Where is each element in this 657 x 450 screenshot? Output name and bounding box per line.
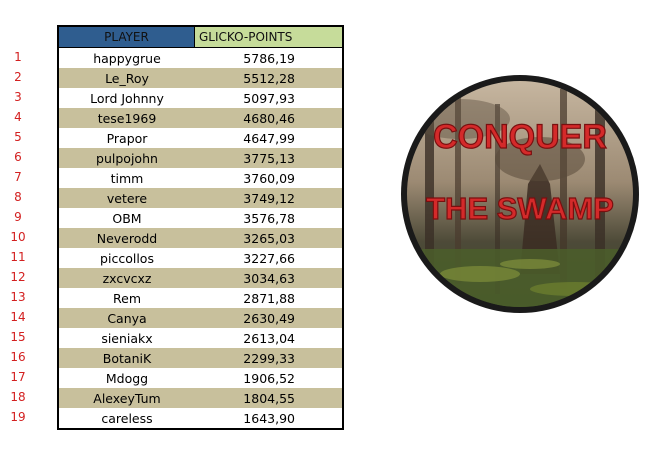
rank-number: 16 — [10, 350, 26, 364]
player-name: Mdogg — [105, 370, 149, 386]
rank-number: 11 — [10, 250, 26, 264]
player-points: 2613,04 — [243, 330, 295, 346]
player-points: 3034,63 — [243, 270, 295, 286]
rank-number: 12 — [10, 270, 26, 284]
player-name: tese1969 — [97, 110, 157, 126]
player-points: 5097,93 — [243, 90, 295, 106]
rank-number: 6 — [14, 150, 22, 164]
table-row: careless 1643,90 — [59, 408, 342, 428]
player-points: 2630,49 — [243, 310, 295, 326]
table-row: Prapor 4647,99 — [59, 128, 342, 148]
table-row: Lord Johnny 5097,93 — [59, 88, 342, 108]
table-row: timm 3760,09 — [59, 168, 342, 188]
rank-number: 2 — [14, 70, 22, 84]
player-points: 2871,88 — [243, 290, 295, 306]
rank-number: 13 — [10, 290, 26, 304]
player-name: Canya — [107, 310, 147, 326]
player-points: 4647,99 — [243, 130, 295, 146]
player-name: AlexeyTum — [93, 390, 161, 406]
player-name: Rem — [113, 290, 141, 306]
rank-number: 14 — [10, 310, 26, 324]
player-points: 4680,46 — [243, 110, 295, 126]
player-name: timm — [110, 170, 144, 186]
player-name: Lord Johnny — [90, 90, 164, 106]
player-name: Prapor — [106, 130, 148, 146]
rank-number: 9 — [14, 210, 22, 224]
player-points: 3265,03 — [243, 230, 295, 246]
player-column-header: PLAYER — [59, 27, 195, 47]
player-name: pulpojohn — [96, 150, 158, 166]
player-points: 5512,28 — [243, 70, 295, 86]
table-row: BotaniK 2299,33 — [59, 348, 342, 368]
player-name: Neverodd — [96, 230, 158, 246]
player-points: 3749,12 — [243, 190, 295, 206]
rank-number: 5 — [14, 130, 22, 144]
table-row: Mdogg 1906,52 — [59, 368, 342, 388]
rank-number: 3 — [14, 90, 22, 104]
player-name: BotaniK — [102, 350, 152, 366]
rank-number: 10 — [10, 230, 26, 244]
points-column-header: GLICKO-POINTS — [195, 27, 342, 47]
player-name: happygrue — [93, 50, 161, 66]
table-row: OBM 3576,78 — [59, 208, 342, 228]
player-points: 1643,90 — [243, 410, 295, 426]
rank-column: 1 2 3 4 5 6 7 8 9 10 11 12 13 14 15 16 17 18 19 — [0, 47, 36, 427]
player-points: 3227,66 — [243, 250, 295, 266]
rank-number: 8 — [14, 190, 22, 204]
player-points: 1906,52 — [243, 370, 295, 386]
table-row: happygrue 5786,19 — [59, 48, 342, 68]
player-points: 2299,33 — [243, 350, 295, 366]
logo-line-1: CONQUER — [433, 118, 607, 156]
table-row: zxcvcxz 3034,63 — [59, 268, 342, 288]
table-row: vetere 3749,12 — [59, 188, 342, 208]
player-name: careless — [101, 410, 153, 426]
table-row: piccollos 3227,66 — [59, 248, 342, 268]
table-row: Canya 2630,49 — [59, 308, 342, 328]
table-row: tese1969 4680,46 — [59, 108, 342, 128]
table-row: Rem 2871,88 — [59, 288, 342, 308]
table-row: sieniakx 2613,04 — [59, 328, 342, 348]
player-points: 3576,78 — [243, 210, 295, 226]
player-name: sieniakx — [101, 330, 153, 346]
rank-number: 19 — [10, 410, 26, 424]
rank-number: 1 — [14, 50, 22, 64]
table-row: Neverodd 3265,03 — [59, 228, 342, 248]
rank-number: 17 — [10, 370, 26, 384]
player-points: 3775,13 — [243, 150, 295, 166]
table-row: Le_Roy 5512,28 — [59, 68, 342, 88]
rank-number: 18 — [10, 390, 26, 404]
table-header: PLAYER GLICKO-POINTS — [59, 27, 342, 48]
leaderboard-table: PLAYER GLICKO-POINTS happygrue 5786,19 Le_… — [57, 25, 344, 430]
table-body: happygrue 5786,19 Le_Roy 5512,28 Lord Johnny… — [59, 48, 342, 428]
player-points: 5786,19 — [243, 50, 295, 66]
logo-line-2: THE SWAMP — [426, 191, 614, 226]
player-points: 3760,09 — [243, 170, 295, 186]
rank-number: 7 — [14, 170, 22, 184]
player-name: Le_Roy — [105, 70, 149, 86]
player-name: vetere — [106, 190, 148, 206]
player-name: OBM — [112, 210, 142, 226]
player-name: piccollos — [100, 250, 154, 266]
player-name: zxcvcxz — [102, 270, 152, 286]
conquer-the-swamp-logo: CONQUER THE SWAMP — [401, 75, 639, 313]
rank-number: 4 — [14, 110, 22, 124]
rank-number: 15 — [10, 330, 26, 344]
player-points: 1804,55 — [243, 390, 295, 406]
table-row: pulpojohn 3775,13 — [59, 148, 342, 168]
table-row: AlexeyTum 1804,55 — [59, 388, 342, 408]
